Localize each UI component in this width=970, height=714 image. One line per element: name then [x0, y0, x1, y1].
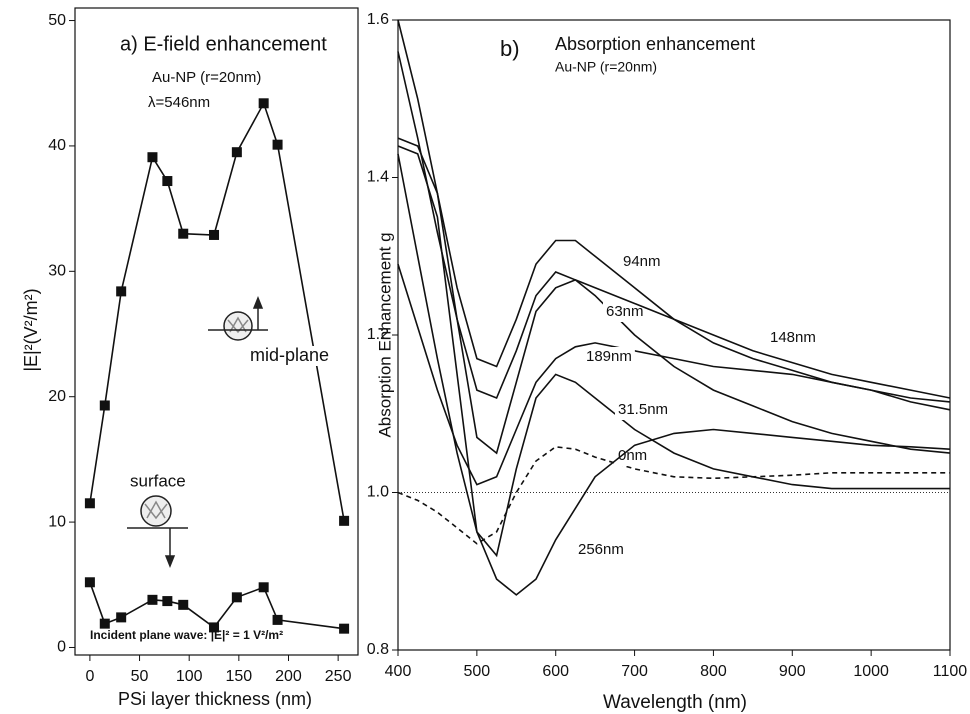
data-point	[147, 594, 158, 605]
series-line	[89, 582, 345, 630]
x-tick-label: 800	[700, 663, 727, 680]
series-line	[89, 101, 345, 521]
series-label-bg	[603, 302, 647, 322]
x-tick-label: 0	[85, 668, 94, 685]
x-tick-label: 1100	[933, 663, 968, 680]
surface-icon	[127, 495, 188, 569]
y-tick-label: 30	[48, 263, 66, 280]
data-point	[99, 400, 110, 411]
series-line	[397, 137, 951, 455]
data-point	[116, 286, 127, 297]
series-line	[397, 19, 951, 403]
y-tick-label: 20	[48, 388, 66, 405]
x-tick-label: 150	[225, 668, 252, 685]
y-tick-label: 50	[48, 12, 66, 29]
chart-title: a) E-field enhancement	[120, 33, 327, 55]
y-tick-label: 1.6	[367, 11, 389, 28]
plot-frame	[74, 7, 359, 656]
y-tick-label: 10	[48, 513, 66, 530]
series-label: 189nm	[586, 348, 632, 365]
series-label: 31.5nm	[618, 401, 668, 418]
series-label-bg	[247, 346, 333, 366]
annotation: Au-NP (r=20nm)	[152, 69, 261, 86]
data-point	[84, 577, 95, 588]
chart-title: Absorption enhancement	[555, 34, 755, 54]
series-line	[397, 51, 951, 454]
series-label: 256nm	[578, 541, 624, 558]
x-tick-label: 500	[464, 663, 491, 680]
data-point	[116, 612, 127, 623]
series-label-bg	[620, 252, 664, 272]
data-point	[162, 176, 173, 187]
data-point	[84, 498, 95, 509]
series-label-bg	[575, 540, 627, 560]
x-tick-label: 200	[275, 668, 302, 685]
series-line	[397, 145, 950, 558]
x-tick-label: 900	[779, 663, 806, 680]
series-label: 94nm	[623, 253, 661, 270]
data-point	[178, 599, 189, 610]
series-label: mid-plane	[250, 345, 329, 365]
series-line	[397, 153, 951, 596]
y-tick-label: 1.4	[367, 169, 389, 186]
data-point	[231, 147, 242, 158]
data-point	[272, 139, 283, 150]
series-label-bg	[615, 400, 672, 420]
annotation: Au-NP (r=20nm)	[555, 59, 657, 75]
series-label-bg	[767, 328, 819, 348]
series-line	[397, 445, 950, 545]
data-point	[258, 98, 269, 109]
series-line	[397, 263, 951, 486]
x-tick-label: 1000	[853, 663, 889, 680]
annotation: b)	[500, 36, 520, 61]
plot-frame	[397, 19, 951, 651]
data-point	[339, 515, 350, 526]
x-axis-label: PSi layer thickness (nm)	[118, 689, 312, 709]
data-point	[209, 229, 220, 240]
y-tick-label: 0.8	[367, 641, 389, 658]
annotation: λ=546nm	[148, 94, 210, 111]
y-axis-label: |E|²(V²/m²)	[21, 288, 41, 371]
data-point	[272, 614, 283, 625]
series-label-bg	[127, 472, 189, 492]
x-axis-label: Wavelength (nm)	[603, 692, 747, 713]
series-label-bg	[583, 347, 635, 367]
y-tick-label: 40	[48, 137, 66, 154]
data-point	[209, 622, 220, 633]
x-tick-label: 50	[131, 668, 149, 685]
data-point	[147, 152, 158, 163]
y-tick-label: 0	[57, 639, 66, 656]
series-label: 0nm	[618, 447, 647, 464]
annotation: Incident plane wave: |E|² = 1 V²/m²	[90, 628, 283, 642]
x-tick-label: 600	[542, 663, 569, 680]
data-point	[99, 618, 110, 629]
series-label: surface	[130, 471, 186, 490]
data-point	[258, 582, 269, 593]
series-label: 148nm	[770, 329, 816, 346]
y-tick-label: 1.2	[367, 326, 389, 343]
series-label: 63nm	[606, 303, 644, 320]
data-point	[231, 592, 242, 603]
x-tick-label: 100	[176, 668, 203, 685]
series-label-bg	[615, 446, 651, 466]
y-axis-label: Absorption Enhancement g	[375, 232, 394, 437]
x-tick-label: 400	[385, 663, 412, 680]
data-point	[162, 596, 173, 607]
y-tick-label: 1.0	[367, 484, 389, 501]
mid-plane-icon	[208, 295, 268, 341]
x-tick-label: 700	[621, 663, 648, 680]
data-point	[178, 228, 189, 239]
data-point	[339, 623, 350, 634]
x-tick-label: 250	[325, 668, 352, 685]
